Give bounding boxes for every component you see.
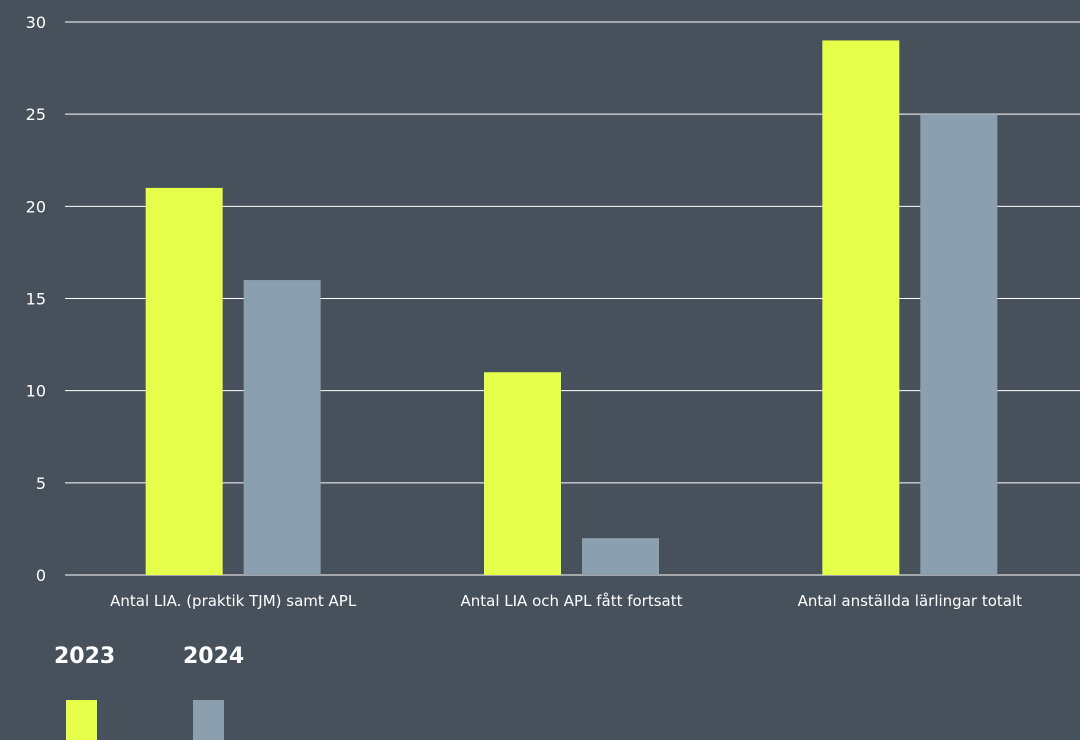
y-tick-label: 25 [26, 105, 46, 124]
bar-2024-3 [920, 114, 998, 576]
legend-item-2023: 2023 [54, 644, 116, 740]
bar-2024-2 [582, 538, 659, 575]
x-category-label: Antal anställda lärlingar totalt [798, 592, 1022, 610]
y-tick-label: 30 [26, 13, 46, 32]
legend-label: 2023 [54, 644, 116, 669]
y-tick-label: 10 [26, 382, 46, 401]
x-category-label: Antal LIA. (praktik TJM) samt APL [110, 592, 357, 610]
x-category-label: Antal LIA och APL fått fortsatt [461, 592, 683, 610]
y-tick-label: 15 [26, 290, 46, 309]
y-tick-label: 5 [36, 474, 46, 493]
bar-2024-1 [243, 280, 321, 575]
bar-2023-1 [145, 187, 223, 575]
legend-label: 2024 [183, 644, 245, 669]
bar-2023-2 [484, 372, 561, 575]
legend-swatch [193, 700, 224, 740]
bar-2023-3 [822, 40, 900, 575]
legend-swatch [66, 700, 97, 740]
legend-item-2024: 2024 [183, 644, 245, 740]
bar-chart: 0 5 10 15 20 25 30 Antal LIA. (praktik TJM) sam… [26, 13, 1080, 610]
y-tick-label: 0 [36, 566, 46, 585]
y-tick-label: 20 [26, 197, 46, 216]
